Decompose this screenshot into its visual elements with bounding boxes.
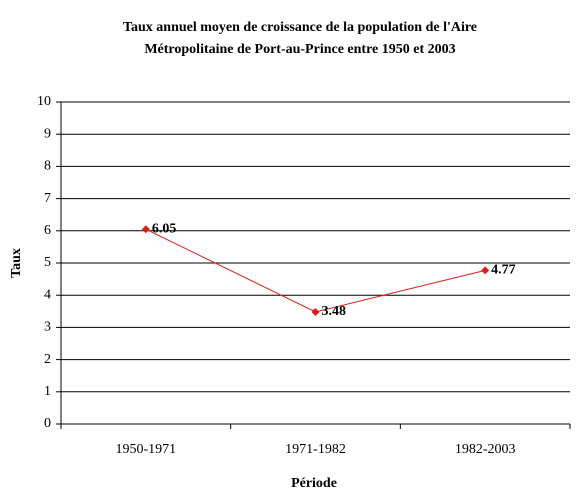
y-tick-label: 9: [44, 126, 51, 141]
data-label: 6.05: [152, 221, 177, 236]
y-tick-label: 7: [44, 191, 51, 206]
data-point: [311, 307, 320, 316]
y-tick-label: 4: [44, 287, 51, 302]
x-tick-label: 1971-1982: [285, 442, 346, 457]
y-tick-label: 3: [44, 320, 51, 335]
y-tick-label: 8: [44, 159, 51, 174]
chart-title-line: Taux annuel moyen de croissance de la po…: [123, 20, 477, 35]
y-tick-label: 5: [44, 255, 51, 270]
x-tick-label: 1950-1971: [115, 442, 176, 457]
x-axis-label: Période: [291, 476, 337, 491]
data-label: 3.48: [322, 304, 347, 319]
y-tick-label: 0: [44, 416, 51, 431]
chart-title-line: Métropolitaine de Port-au-Prince entre 1…: [144, 42, 455, 57]
y-tick-label: 6: [44, 223, 51, 238]
y-tick-label: 1: [44, 384, 51, 399]
series-line: [145, 228, 486, 313]
data-label: 4.77: [491, 263, 515, 278]
data-point: [481, 266, 490, 275]
y-axis-label: Taux: [9, 248, 24, 278]
x-tick-label: 1982-2003: [455, 442, 516, 457]
data-point: [141, 225, 150, 234]
y-tick-label: 2: [44, 352, 51, 367]
y-tick-label: 10: [37, 94, 51, 109]
